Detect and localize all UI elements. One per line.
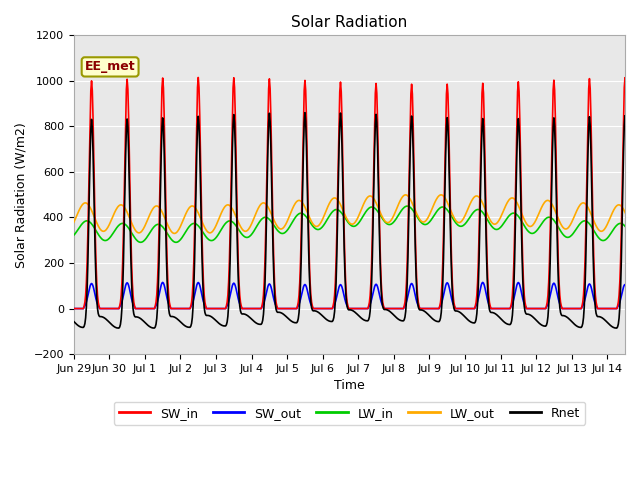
Rnet	[422, 309, 429, 315]
LW_out	[70, 219, 77, 225]
Line: SW_in: SW_in	[74, 77, 626, 309]
LW_out	[451, 217, 459, 223]
SW_in	[500, 306, 508, 312]
Y-axis label: Solar Radiation (W/m2): Solar Radiation (W/m2)	[15, 122, 28, 267]
LW_out	[402, 192, 410, 198]
SW_out	[190, 296, 198, 301]
Rnet	[70, 319, 77, 324]
LW_in	[191, 221, 198, 227]
Rnet	[392, 314, 400, 320]
Rnet	[190, 286, 198, 291]
Rnet	[500, 319, 508, 324]
LW_out	[191, 204, 198, 210]
Line: LW_out: LW_out	[74, 195, 626, 233]
LW_out	[171, 230, 179, 236]
Rnet	[622, 121, 630, 127]
SW_out	[479, 279, 486, 285]
SW_out	[500, 306, 508, 312]
SW_in	[195, 74, 202, 80]
SW_out	[70, 306, 77, 312]
LW_in	[451, 219, 459, 225]
LW_out	[500, 206, 508, 212]
LW_in	[422, 221, 430, 227]
LW_in	[372, 206, 380, 212]
Legend: SW_in, SW_out, LW_in, LW_out, Rnet: SW_in, SW_out, LW_in, LW_out, Rnet	[114, 402, 585, 425]
Text: EE_met: EE_met	[85, 60, 136, 73]
LW_in	[622, 224, 630, 230]
X-axis label: Time: Time	[334, 379, 365, 392]
Rnet	[372, 111, 380, 117]
LW_in	[172, 240, 180, 245]
SW_in	[622, 85, 630, 91]
Line: SW_out: SW_out	[74, 282, 626, 309]
LW_in	[403, 203, 411, 209]
Rnet	[612, 325, 620, 331]
SW_in	[190, 259, 198, 264]
LW_out	[422, 217, 430, 223]
SW_out	[450, 303, 458, 309]
Line: Rnet: Rnet	[74, 113, 626, 328]
SW_in	[372, 81, 380, 86]
SW_out	[371, 282, 379, 288]
LW_out	[622, 211, 630, 217]
SW_out	[392, 306, 399, 312]
SW_out	[421, 306, 429, 312]
SW_in	[392, 306, 400, 312]
SW_in	[422, 306, 429, 312]
LW_in	[70, 232, 77, 238]
LW_out	[372, 200, 380, 206]
Rnet	[301, 110, 308, 116]
Line: LW_in: LW_in	[74, 206, 626, 242]
Rnet	[451, 307, 458, 313]
LW_in	[500, 220, 508, 226]
LW_in	[392, 216, 400, 222]
SW_in	[451, 303, 458, 309]
SW_in	[70, 306, 77, 312]
Title: Solar Radiation: Solar Radiation	[291, 15, 408, 30]
SW_out	[622, 282, 630, 288]
LW_out	[392, 207, 400, 213]
